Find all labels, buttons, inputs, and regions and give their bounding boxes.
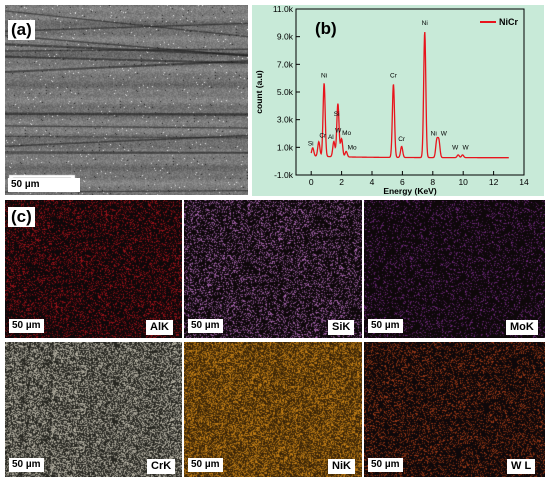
x-tick-label: 6: [400, 177, 405, 187]
peak-label: Cr: [398, 136, 406, 143]
map-mok-label: MoK: [506, 320, 538, 335]
plot-frame: [295, 8, 525, 176]
map-sik-texture: [184, 200, 362, 338]
map-wl-texture: [364, 342, 545, 477]
x-tick-label: 14: [519, 177, 529, 187]
y-tick-label: 1.0k: [277, 142, 294, 152]
peak-label: Ni: [422, 20, 428, 27]
map-crk-scale: 50 µm: [9, 458, 44, 472]
x-tick-label: 4: [370, 177, 375, 187]
x-tick-label: 2: [339, 177, 344, 187]
panel-a-scale-text: 50 µm: [11, 179, 40, 190]
x-tick-label: 8: [430, 177, 435, 187]
map-mok: 50 µm MoK: [364, 200, 545, 338]
panel-c-letter: (c): [8, 207, 35, 227]
panel-b-spectrum: (b) -1.0k 1.0k 3.0k 5.0k 7.0k 9.0k 11.0k 0 2 4 6 8 1…: [252, 5, 544, 196]
map-crk: 50 µm CrK: [5, 342, 182, 477]
spectrum-chart: -1.0k 1.0k 3.0k 5.0k 7.0k 9.0k 11.0k 0 2 4 6 8 10 12 1…: [254, 5, 529, 196]
y-tick-label: 11.0k: [273, 5, 294, 14]
peak-label: W: [441, 130, 448, 137]
peak-label: Al: [328, 134, 334, 141]
map-mok-scale: 50 µm: [368, 319, 403, 333]
map-alk-scale: 50 µm: [9, 319, 44, 333]
map-nik-scale: 50 µm: [188, 458, 223, 472]
y-tick-label: 5.0k: [277, 87, 294, 97]
spectrum-line: [310, 31, 509, 159]
peak-label: Si: [334, 111, 340, 118]
peak-label: W: [452, 144, 459, 151]
map-crk-label: CrK: [147, 459, 176, 474]
map-crk-texture: [5, 342, 182, 477]
panel-a-letter: (a): [8, 20, 35, 40]
panel-b-letter: (b): [315, 19, 337, 38]
peak-label: Si: [308, 141, 314, 148]
x-axis-label: Energy (KeV): [383, 186, 437, 196]
map-wl-scale: 50 µm: [368, 458, 403, 472]
peak-label: Cr: [319, 132, 327, 139]
peak-label: W: [335, 128, 342, 135]
x-tick-label: 10: [458, 177, 468, 187]
sem-texture: [5, 5, 248, 195]
map-alk-label: AlK: [146, 320, 173, 335]
map-nik-label: NiK: [328, 459, 355, 474]
legend-label: NiCr: [499, 17, 518, 27]
peak-label: W: [463, 144, 470, 151]
y-tick-label: -1.0k: [274, 170, 294, 180]
peak-label: Mo: [348, 144, 357, 151]
map-sik-scale: 50 µm: [188, 319, 223, 333]
peak-label: Mo: [342, 130, 351, 137]
map-wl: 50 µm W L: [364, 342, 545, 477]
y-axis-label: count (a.u): [254, 70, 264, 114]
x-tick-label: 12: [489, 177, 499, 187]
panel-a-sem-image: (a) 50 µm: [5, 5, 248, 195]
map-mok-texture: [364, 200, 545, 338]
map-wl-label: W L: [507, 459, 536, 474]
y-tick-label: 9.0k: [277, 32, 294, 42]
map-nik: 50 µm NiK: [184, 342, 362, 477]
map-sik: 50 µm SiK: [184, 200, 362, 338]
peak-label: Ni: [321, 73, 327, 80]
y-tick-label: 7.0k: [277, 59, 294, 69]
peak-label: Cr: [390, 73, 398, 80]
panel-a-scale-label: 50 µm: [8, 178, 80, 192]
map-sik-label: SiK: [328, 320, 355, 335]
y-tick-label: 3.0k: [277, 115, 294, 125]
peak-label: Ni: [431, 130, 437, 137]
map-nik-texture: [184, 342, 362, 477]
x-tick-label: 0: [309, 177, 314, 187]
